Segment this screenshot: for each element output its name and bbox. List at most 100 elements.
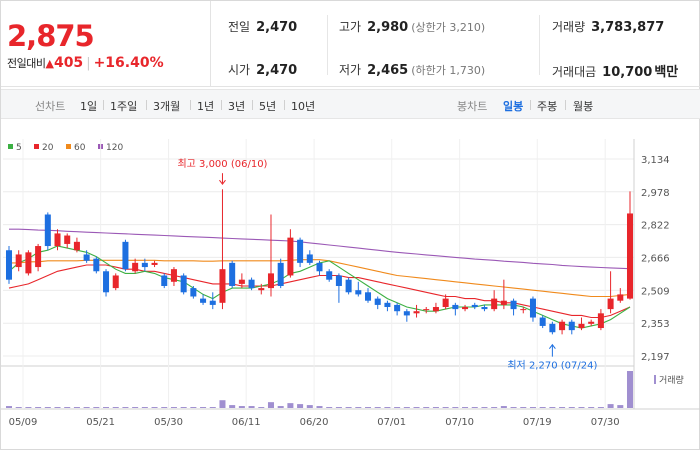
candle-body <box>365 292 372 301</box>
x-tick-label: 07/30 <box>591 417 620 428</box>
y-tick-label: 2,353 <box>641 319 670 330</box>
low-annotation: 최저 2,270 (07/24) <box>507 360 597 372</box>
period-3m-button[interactable]: 3개월 <box>153 100 181 113</box>
candle-body <box>442 298 449 308</box>
candle-body <box>229 262 236 286</box>
period-1w-button[interactable]: 1주일 <box>110 100 138 113</box>
quote-header: 2,875 전일대비▲405 | +16.40% 전일 2,470 시가 2,470 고… <box>1 1 700 87</box>
candle-body <box>374 298 381 305</box>
candle-weekly-button[interactable]: 주봉 <box>537 100 558 113</box>
volume-label: 거래량 <box>659 374 684 386</box>
volume-bar <box>248 406 255 408</box>
change-label: 전일대비 <box>7 57 46 70</box>
candle-body <box>141 262 148 268</box>
candle-body <box>403 311 410 316</box>
y-tick-label: 2,978 <box>641 188 670 199</box>
candle-body <box>64 235 71 244</box>
candle-body <box>481 307 488 310</box>
line-chart-label: 선차트 <box>35 100 66 113</box>
stat-high: 고가 2,980 (상한가 3,210) <box>339 18 485 35</box>
volume-bar <box>277 406 284 408</box>
candle-body <box>452 304 459 310</box>
period-1y-button[interactable]: 1년 <box>197 100 215 113</box>
volume-bar <box>103 407 110 408</box>
legend-label: 5 <box>16 143 22 153</box>
candle-body <box>597 313 604 329</box>
stat-value: 2,980 <box>367 20 409 35</box>
ma20-line <box>8 264 631 319</box>
current-price: 2,875 <box>7 19 95 53</box>
legend-swatch <box>34 144 39 149</box>
volume-bar <box>190 407 197 408</box>
volume-bar <box>452 407 459 408</box>
volume-bar <box>481 407 488 408</box>
stat-value: 2,470 <box>256 20 298 35</box>
stat-label: 거래량 <box>552 20 586 34</box>
divider <box>539 15 540 75</box>
candle-body <box>44 214 51 247</box>
volume-bar <box>54 407 61 408</box>
candle-body <box>25 252 32 274</box>
x-tick-label: 05/21 <box>86 417 115 428</box>
volume-bar <box>170 407 177 408</box>
ma60-line <box>9 259 631 298</box>
divider <box>284 100 285 110</box>
high-annotation: 최고 3,000 (06/10) <box>177 158 267 170</box>
candle-body <box>539 317 546 326</box>
divider <box>190 100 191 110</box>
volume-bar <box>471 407 478 408</box>
stat-low: 저가 2,465 (하한가 1,730) <box>339 61 485 78</box>
candle-body <box>316 262 323 272</box>
candle-body <box>384 302 391 308</box>
volume-bar <box>200 407 207 408</box>
candle-monthly-button[interactable]: 월봉 <box>573 100 594 113</box>
candle-body <box>180 275 187 293</box>
candle-body <box>491 298 498 310</box>
ma120-line <box>9 228 631 270</box>
candle-body <box>35 246 42 268</box>
stat-label: 시가 <box>228 63 251 77</box>
volume-bar <box>549 407 556 408</box>
volume-bar <box>568 407 575 408</box>
volume-bar <box>326 407 333 408</box>
y-tick-label: 2,666 <box>641 253 670 264</box>
x-tick-label: 05/09 <box>9 417 38 428</box>
stat-prev-close: 전일 2,470 <box>228 18 297 35</box>
volume-bar <box>607 404 614 408</box>
candle-body <box>568 321 575 331</box>
change-percent: +16.40% <box>93 55 164 71</box>
volume-bar <box>578 407 585 408</box>
period-1d-button[interactable]: 1일 <box>80 100 98 113</box>
candle-body <box>626 213 634 299</box>
divider <box>146 100 147 110</box>
volume-bar <box>384 407 391 408</box>
candle-daily-button[interactable]: 일봉 <box>503 100 524 113</box>
candle-body <box>462 307 469 310</box>
x-tick-label: 07/19 <box>523 417 552 428</box>
stat-unit: 백만 <box>654 65 679 80</box>
candle-body <box>607 298 614 310</box>
volume-bar <box>83 407 90 408</box>
candle-body <box>471 304 478 308</box>
candle-body <box>345 279 352 293</box>
volume-bar <box>267 402 274 408</box>
candle-body <box>209 300 216 305</box>
period-3y-button[interactable]: 3년 <box>228 100 246 113</box>
stat-value: 3,783,877 <box>591 20 665 35</box>
period-10y-button[interactable]: 10년 <box>291 100 316 113</box>
change-row: 전일대비▲405 | +16.40% <box>7 55 164 71</box>
candle-body <box>287 237 294 276</box>
stat-label: 저가 <box>339 63 362 77</box>
y-tick-label: 2,197 <box>641 352 670 363</box>
volume-bar <box>355 407 362 408</box>
x-tick-label: 06/11 <box>232 417 261 428</box>
divider <box>103 100 104 110</box>
candle-body <box>578 323 585 329</box>
candle-body <box>93 258 100 272</box>
volume-bar <box>151 407 158 408</box>
volume-bar <box>345 407 352 408</box>
volume-legend-swatch <box>654 375 656 384</box>
candle-body <box>394 304 401 312</box>
period-5y-button[interactable]: 5년 <box>259 100 277 113</box>
